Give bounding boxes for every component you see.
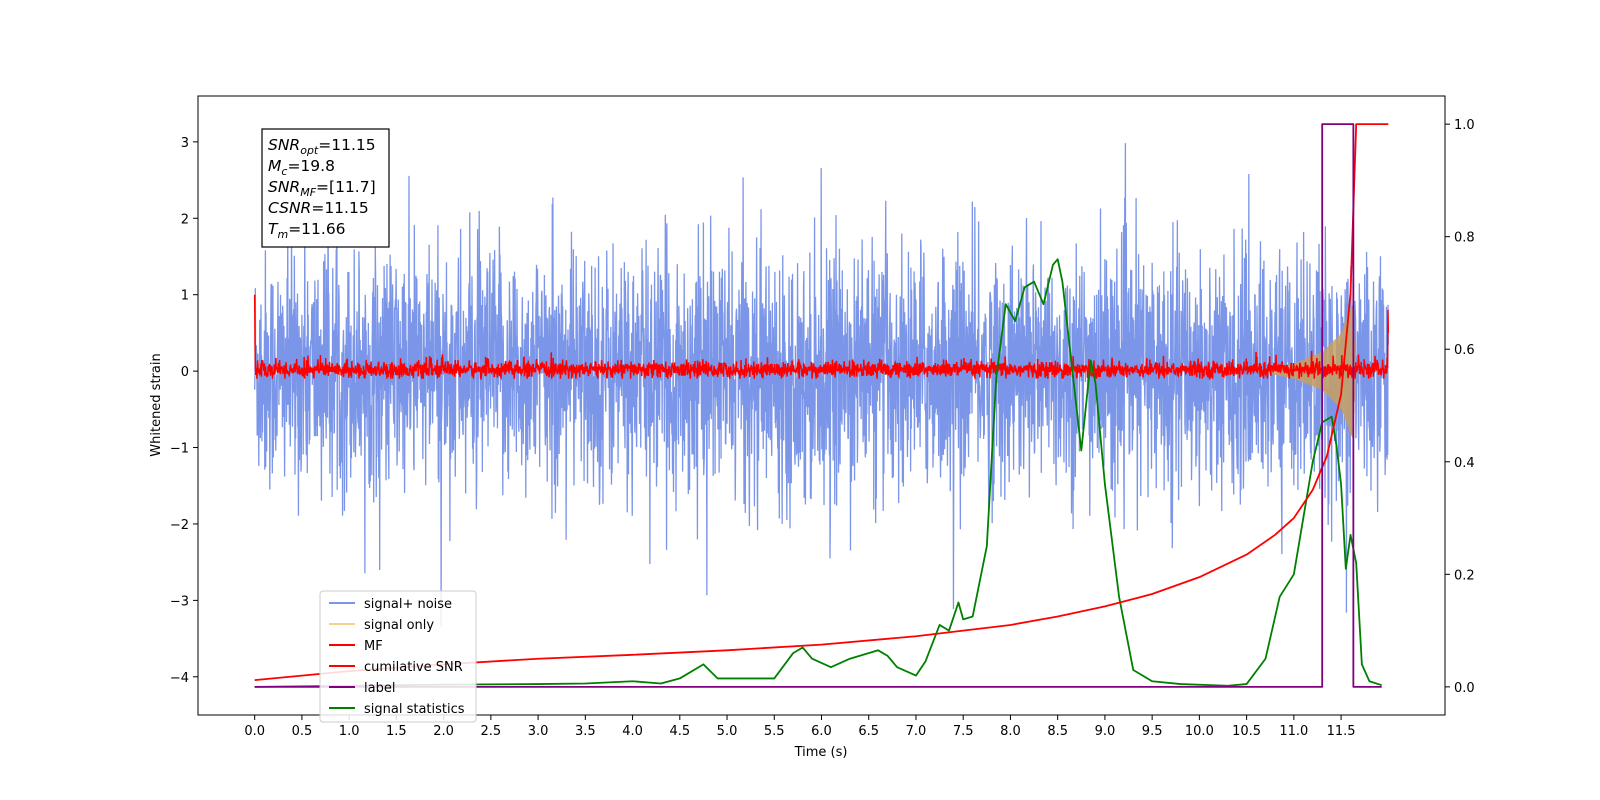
y-tick-label: 0 [181, 365, 189, 380]
legend-frame [319, 590, 477, 723]
x-tick-label: 9.0 [1095, 724, 1116, 739]
x-tick-label: 8.5 [1047, 724, 1068, 739]
info-box-line: SNRopt=11.15 [268, 136, 376, 157]
x-axis-label: Time (s) [794, 745, 848, 760]
x-tick-label: 4.0 [622, 724, 643, 739]
legend-label: signal only [364, 618, 434, 633]
x-tick-label: 6.0 [811, 724, 832, 739]
x-tick-label: 10.5 [1232, 724, 1261, 739]
x-tick-label: 6.5 [858, 724, 879, 739]
series-label [254, 123, 1382, 688]
x-tick-label: 1.5 [386, 724, 407, 739]
y2-tick-label: 0.4 [1454, 456, 1475, 471]
y-axis-label: Whitened strain [149, 353, 164, 456]
legend-label: label [364, 681, 395, 696]
legend-label: signal statistics [364, 702, 465, 717]
y2-tick-label: 0.0 [1454, 681, 1475, 696]
x-tick-label: 11.5 [1327, 724, 1356, 739]
x-tick-label: 1.0 [339, 724, 360, 739]
y-tick-label: 3 [181, 136, 189, 151]
legend: signal+ noise signal only MF cumilative SNR… [319, 590, 477, 723]
axes-layer: 0.0 0.5 1.0 1.5 2.0 2.5 3.0 3.5 4.0 4.5 5.0 5.5 6.0 6… [170, 118, 1475, 739]
info-box-line: Mc=19.8 [268, 157, 335, 178]
series-mf [253, 294, 1390, 380]
x-tick-label: 2.0 [433, 724, 454, 739]
x-tick-label: 3.0 [528, 724, 549, 739]
y2-tick-label: 0.8 [1454, 231, 1475, 246]
info-box-line: Tm=11.66 [268, 220, 346, 241]
x-tick-label: 5.5 [764, 724, 785, 739]
legend-label: cumilative SNR [364, 660, 463, 675]
x-tick-label: 4.5 [669, 724, 690, 739]
y-tick-label: −4 [170, 671, 189, 686]
legend-label: MF [364, 639, 383, 654]
y2-tick-label: 0.6 [1454, 343, 1475, 358]
x-tick-label: 3.5 [575, 724, 596, 739]
series-signal-noise [254, 143, 1389, 628]
x-tick-label: 9.5 [1142, 724, 1163, 739]
x-tick-label: 10.0 [1185, 724, 1214, 739]
x-tick-label: 11.0 [1279, 724, 1308, 739]
y-tick-label: −3 [170, 594, 189, 609]
x-tick-label: 7.5 [953, 724, 974, 739]
info-box-line: SNRMF=[11.7] [268, 178, 376, 199]
series-cumilative-snr [254, 123, 1389, 682]
legend-label: signal+ noise [364, 597, 452, 612]
y-tick-label: −2 [170, 518, 189, 533]
y-tick-label: 2 [181, 212, 189, 227]
x-tick-label: 0.5 [292, 724, 313, 739]
y2-tick-label: 0.2 [1454, 568, 1475, 583]
x-tick-label: 0.0 [244, 724, 265, 739]
y-tick-label: −1 [170, 442, 189, 457]
y2-tick-label: 1.0 [1454, 118, 1475, 133]
info-box: SNRopt=11.15Mc=19.8SNRMF=[11.7]CSNR=11.1… [261, 128, 390, 248]
info-box-line: CSNR=11.15 [268, 199, 369, 217]
series-signal-statistics [254, 258, 1382, 688]
data-layer [253, 123, 1390, 688]
x-tick-label: 5.0 [717, 724, 738, 739]
x-tick-label: 2.5 [481, 724, 502, 739]
x-tick-label: 7.0 [906, 724, 927, 739]
info-box-frame [261, 128, 390, 248]
y-tick-label: 1 [181, 289, 189, 304]
x-tick-label: 8.0 [1000, 724, 1021, 739]
